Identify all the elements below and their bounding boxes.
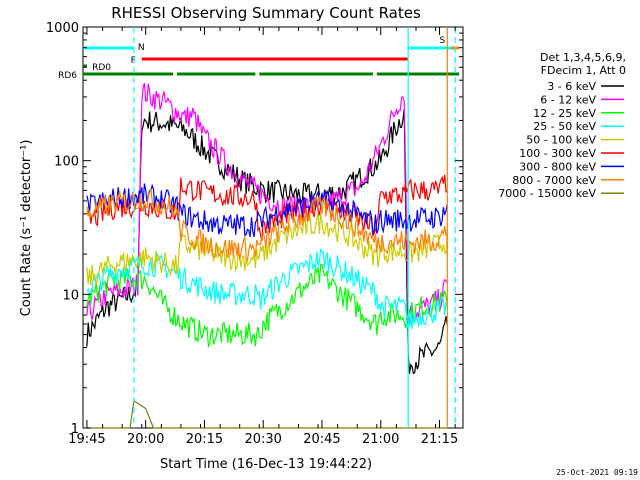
x-tick-label: 21:15 [421,432,458,447]
series-line-7 [86,188,448,262]
bar-label-s: S [440,36,446,46]
legend-label: 100 - 300 keV [519,147,596,160]
series-line-5 [86,174,448,241]
legend-label: 25 - 50 keV [533,120,596,133]
x-tick-label: 21:00 [362,432,399,447]
legend-label: 300 - 800 keV [519,160,596,173]
x-tick-label: 20:45 [303,432,340,447]
y-tick-label: 1000 [46,21,79,36]
series-lines [86,82,448,429]
bar-label-rd6: RD6 [58,71,77,81]
x-tick-label: 20:15 [186,432,223,447]
legend-label: 800 - 7000 keV [512,174,596,187]
legend-label: 6 - 12 keV [540,93,596,106]
series-line-2 [86,264,448,349]
legend-label: 7000 - 15000 keV [498,187,596,200]
event-lines [133,27,456,428]
status-bars: FN S RD0 RD6 [58,36,460,81]
y-axis-label: Count Rate (s⁻¹ detector⁻¹) [19,140,34,317]
y-tick-label: 100 [54,155,79,170]
chart-title: RHESSI Observing Summary Count Rates [111,4,421,22]
legend-label: 50 - 100 keV [526,134,596,147]
legend-label: 3 - 6 keV [547,80,596,93]
series-line-1 [86,82,448,325]
legend-label: 12 - 25 keV [533,107,596,120]
y-tick-label: 1 [71,422,79,437]
axes: 19:45 20:00 20:15 20:30 20:45 21:00 21:15 1 10 10… [46,21,463,447]
series-line-3 [86,248,448,330]
x-tick-label: 20:30 [244,432,281,447]
y-tick-label: 10 [62,288,79,303]
series-line-4 [86,212,448,286]
legend-header: Det 1,3,4,5,6,9, [540,51,626,64]
x-tick-label: 19:45 [68,432,105,447]
x-tick-label: 20:00 [127,432,164,447]
timestamp: 25-Oct-2021 09:19 [556,468,638,477]
bar-label-f: F [131,56,136,66]
series-line-8 [86,399,448,429]
bar-label-n: N [138,43,145,53]
legend-header: FDecim 1, Att 0 [541,64,626,77]
legend: Det 1,3,4,5,6,9,FDecim 1, Att 0 3 - 6 keV… [498,51,626,200]
bar-label-rd0: RD0 [92,63,111,73]
x-axis-label: Start Time (16-Dec-13 19:44:22) [160,457,372,472]
series-line-6 [86,183,448,238]
